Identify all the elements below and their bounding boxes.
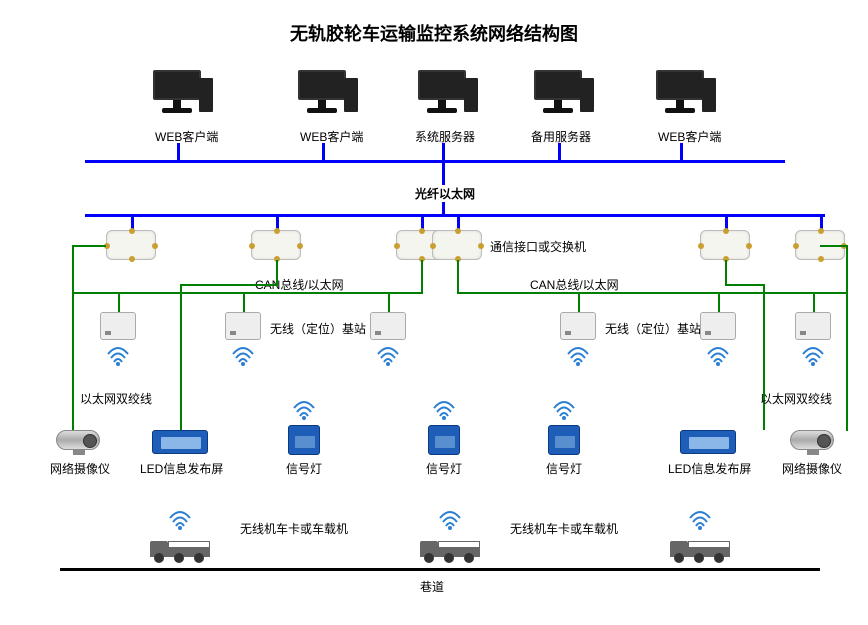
line-green-left-edge-h xyxy=(72,245,106,247)
wifi-icon-6 xyxy=(801,346,825,366)
line-blue-v-1 xyxy=(177,143,180,160)
line-green-bs-2 xyxy=(243,292,245,312)
wifi-icon-vehicle-1 xyxy=(168,510,192,530)
switch-1 xyxy=(106,230,156,260)
camera-left xyxy=(56,430,100,450)
label-camera-right: 网络摄像仪 xyxy=(782,460,842,477)
line-green-sw2-drop xyxy=(276,260,278,284)
line-blue-v-2 xyxy=(322,143,325,160)
wifi-icon-4 xyxy=(566,346,590,366)
line-blue-v-3 xyxy=(442,143,445,160)
line-green-bs-3 xyxy=(388,292,390,312)
label-signal-1: 信号灯 xyxy=(286,460,322,477)
line-blue-bus-top xyxy=(85,160,785,163)
label-basestation-right: 无线（定位）基站 xyxy=(605,320,701,337)
camera-right xyxy=(790,430,834,450)
wifi-icon-vehicle-2 xyxy=(438,510,462,530)
label-ethernet-twisted-right: 以太网双绞线 xyxy=(760,390,832,407)
line-green-sw5-drop xyxy=(725,260,727,284)
led-left xyxy=(152,430,208,454)
signal-light-3 xyxy=(548,425,580,455)
line-blue-mid-drop xyxy=(442,202,445,214)
line-green-right-edge-h xyxy=(820,245,848,247)
line-green-bus-left xyxy=(72,292,423,294)
line-blue-v-4 xyxy=(558,143,561,160)
switch-2 xyxy=(251,230,301,260)
line-blue-v-5 xyxy=(680,143,683,160)
wifi-icon-1 xyxy=(106,346,130,366)
label-led-right: LED信息发布屏 xyxy=(668,460,751,477)
wifi-icon-5 xyxy=(706,346,730,366)
label-web-client-3: WEB客户端 xyxy=(658,128,721,145)
label-can-right: CAN总线/以太网 xyxy=(530,276,619,293)
line-blue-center-drop xyxy=(442,160,445,185)
line-green-bus-right xyxy=(457,292,847,294)
label-camera-left: 网络摄像仪 xyxy=(50,460,110,477)
basestation-3 xyxy=(370,312,406,340)
signal-light-2 xyxy=(428,425,460,455)
wifi-icon-signal-3 xyxy=(552,400,576,420)
line-green-bs-5 xyxy=(718,292,720,312)
label-signal-2: 信号灯 xyxy=(426,460,462,477)
label-basestation-left: 无线（定位）基站 xyxy=(270,320,366,337)
label-system-server: 系统服务器 xyxy=(415,128,475,145)
line-green-led-right xyxy=(763,284,765,430)
wifi-icon-3 xyxy=(376,346,400,366)
line-green-bs-1 xyxy=(118,292,120,312)
line-green-sw2-h xyxy=(180,284,278,286)
line-green-bs-4 xyxy=(578,292,580,312)
monitor-system-server xyxy=(412,70,472,120)
wifi-icon-2 xyxy=(231,346,255,366)
label-vehicle-1: 无线机车卡或车载机 xyxy=(240,520,348,537)
label-road: 巷道 xyxy=(420,578,444,595)
line-green-left-edge xyxy=(72,245,74,431)
led-right xyxy=(680,430,736,454)
label-switch: 通信接口或交换机 xyxy=(490,238,586,255)
label-web-client-1: WEB客户端 xyxy=(155,128,218,145)
monitor-backup-server xyxy=(528,70,588,120)
vehicle-3 xyxy=(670,535,730,563)
wifi-icon-signal-1 xyxy=(292,400,316,420)
basestation-5 xyxy=(700,312,736,340)
signal-light-1 xyxy=(288,425,320,455)
wifi-icon-signal-2 xyxy=(432,400,456,420)
line-green-bs-6 xyxy=(813,292,815,312)
label-ethernet-twisted-left: 以太网双绞线 xyxy=(80,390,152,407)
label-vehicle-2: 无线机车卡或车载机 xyxy=(510,520,618,537)
line-green-sw5-h xyxy=(725,284,765,286)
label-web-client-2: WEB客户端 xyxy=(300,128,363,145)
line-green-right-edge xyxy=(846,245,848,431)
vehicle-2 xyxy=(420,535,480,563)
basestation-1 xyxy=(100,312,136,340)
diagram-title: 无轨胶轮车运输监控系统网络结构图 xyxy=(0,20,868,46)
line-green-drop-right xyxy=(457,260,459,292)
label-led-left: LED信息发布屏 xyxy=(140,460,223,477)
switch-4 xyxy=(432,230,482,260)
line-green-led-left xyxy=(180,284,182,430)
vehicle-1 xyxy=(150,535,210,563)
monitor-web-client-3 xyxy=(650,70,710,120)
label-fiber-ethernet: 光纤以太网 xyxy=(415,185,475,202)
line-blue-bus-mid xyxy=(85,214,825,217)
wifi-icon-vehicle-3 xyxy=(688,510,712,530)
basestation-4 xyxy=(560,312,596,340)
line-green-drop-left xyxy=(421,260,423,292)
switch-5 xyxy=(700,230,750,260)
monitor-web-client-2 xyxy=(292,70,352,120)
basestation-6 xyxy=(795,312,831,340)
label-backup-server: 备用服务器 xyxy=(531,128,591,145)
monitor-web-client-1 xyxy=(147,70,207,120)
basestation-2 xyxy=(225,312,261,340)
line-road xyxy=(60,568,820,571)
label-signal-3: 信号灯 xyxy=(546,460,582,477)
